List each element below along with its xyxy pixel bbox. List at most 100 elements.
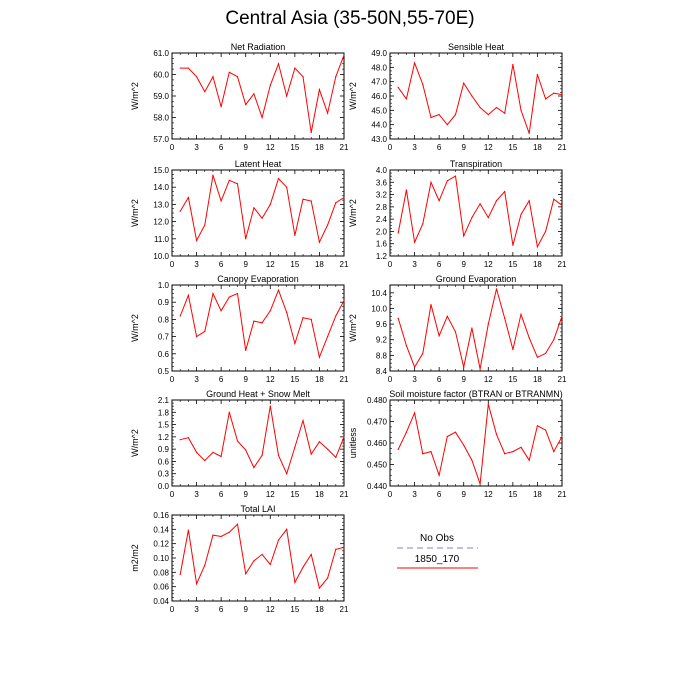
y-tick-label: 45.0 (371, 106, 387, 115)
data-point (504, 112, 506, 114)
x-tick-label: 21 (340, 143, 349, 152)
data-point (179, 210, 181, 212)
data-point (343, 196, 345, 199)
y-axis-label: W/m^2 (348, 82, 358, 110)
data-point (463, 235, 465, 237)
y-tick-label: 0.08 (153, 568, 169, 577)
x-tick-label: 3 (412, 143, 417, 152)
x-tick-label: 15 (290, 490, 299, 499)
data-point (245, 104, 247, 106)
panel-ground-evaporation: Ground Evaporation W/m^2 8.4 8.8 9.2 9.6 10.0 1… (348, 274, 567, 384)
y-tick-label: 1.8 (158, 408, 170, 417)
data-point (495, 106, 498, 109)
data-point (463, 82, 465, 84)
x-tick-label: 3 (194, 375, 199, 384)
data-point (553, 198, 555, 200)
panel-title: Canopy Evaporation (217, 274, 299, 284)
data-point (438, 114, 440, 116)
y-tick-label: 0.10 (153, 554, 169, 563)
panel-transpiration: Transpiration W/m^2 1.2 1.6 2.0 2.4 2.8 3.2 3.6 4… (348, 159, 567, 269)
data-point (553, 339, 555, 341)
x-tick-label: 12 (484, 143, 493, 152)
data-point (318, 88, 321, 91)
x-tick-label: 15 (290, 605, 299, 614)
legend: No Obs 1850_170 (397, 533, 478, 569)
x-tick-label: 15 (508, 375, 517, 384)
data-point (454, 331, 457, 333)
x-tick-label: 9 (243, 605, 248, 614)
data-point (318, 241, 321, 243)
data-point (553, 92, 555, 94)
y-tick-label: 0.16 (153, 511, 169, 520)
data-point (310, 453, 312, 455)
data-point (277, 178, 280, 180)
y-tick-label: 0.460 (367, 439, 388, 448)
y-tick-label: 2.0 (376, 227, 388, 236)
x-tick-label: 21 (340, 375, 349, 384)
x-tick-label: 0 (170, 605, 175, 614)
data-point (327, 448, 329, 450)
data-point (212, 534, 214, 536)
data-point (536, 246, 539, 248)
data-point (471, 95, 473, 97)
data-point (536, 73, 539, 76)
data-point (438, 200, 440, 202)
x-tick-label: 12 (266, 490, 275, 499)
data-point (294, 581, 296, 583)
panel-title: Ground Heat + Snow Melt (206, 389, 310, 399)
y-tick-label: 8.8 (376, 351, 388, 360)
data-point (212, 451, 214, 454)
x-tick-label: 15 (290, 143, 299, 152)
x-tick-label: 21 (340, 490, 349, 499)
y-tick-label: 44.0 (371, 121, 387, 130)
x-tick-label: 6 (437, 375, 442, 384)
data-point (495, 200, 498, 202)
series-line-ground-heat-snow-melt (180, 406, 345, 476)
data-point (561, 204, 563, 206)
data-point (413, 62, 416, 64)
data-point (204, 91, 206, 93)
x-tick-label: 21 (558, 260, 567, 269)
data-point (327, 112, 329, 114)
data-point (495, 288, 498, 290)
y-tick-label: 57.0 (153, 135, 169, 144)
x-tick-label: 0 (170, 260, 175, 269)
y-tick-label: 46.0 (371, 92, 387, 101)
data-point (343, 54, 345, 56)
data-point (286, 528, 288, 530)
data-point (446, 124, 448, 126)
x-tick-label: 6 (219, 490, 224, 499)
data-point (512, 451, 514, 453)
data-point (277, 454, 280, 456)
panel-net-radiation: Net Radiation W/m^2 57.0 58.0 59.0 60.0 61.0 0 3… (130, 42, 349, 152)
data-point (294, 234, 296, 236)
data-point (195, 76, 198, 78)
y-tick-label: 0.440 (367, 482, 388, 491)
panel-title: Sensible Heat (448, 42, 505, 52)
data-point (220, 455, 222, 458)
y-tick-label: 4.0 (376, 166, 388, 175)
data-point (179, 67, 181, 69)
y-axis-label: W/m^2 (130, 82, 140, 110)
data-point (504, 190, 506, 193)
data-point (343, 546, 345, 548)
data-point (187, 437, 189, 439)
data-point (204, 460, 206, 462)
y-tick-label: 1.5 (158, 421, 170, 430)
data-point (179, 573, 181, 576)
data-point (327, 577, 329, 579)
y-tick-label: 0.6 (158, 457, 170, 466)
x-tick-label: 12 (484, 375, 493, 384)
data-point (286, 473, 288, 475)
x-tick-label: 9 (243, 375, 248, 384)
data-point (430, 116, 432, 119)
panel-title: Net Radiation (231, 42, 286, 52)
y-tick-label: 43.0 (371, 135, 387, 144)
data-point (187, 196, 189, 199)
data-point (405, 344, 407, 347)
x-tick-label: 9 (461, 143, 466, 152)
y-tick-label: 8.4 (376, 367, 388, 376)
data-point (261, 116, 263, 119)
panel-canopy-evaporation: Canopy Evaporation W/m^2 0.5 0.6 0.7 0.8 0.9 1.… (130, 274, 349, 384)
data-point (487, 114, 489, 116)
